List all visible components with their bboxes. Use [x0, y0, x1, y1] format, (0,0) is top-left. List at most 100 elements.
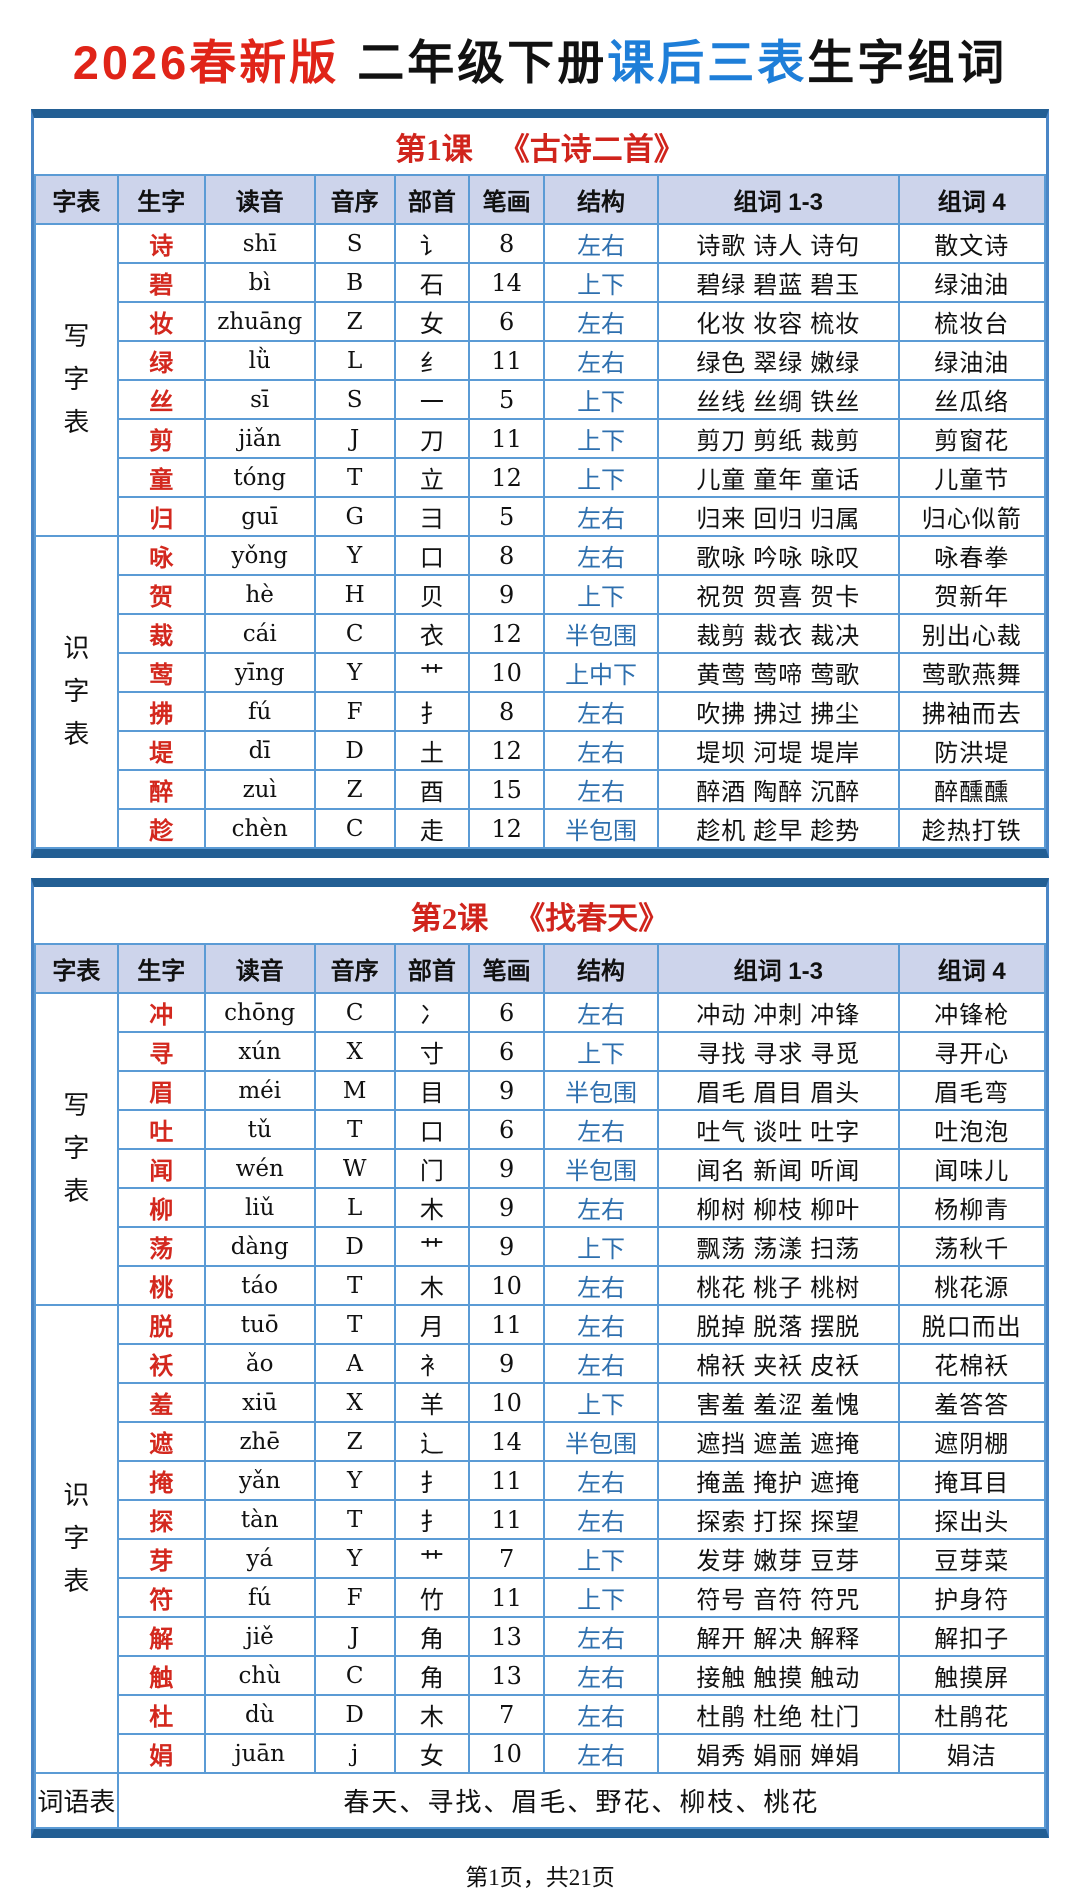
cell-word4: 触摸屏: [897, 1655, 1046, 1696]
column-header: 字表: [34, 174, 119, 225]
cell-word4: 寻开心: [897, 1031, 1046, 1072]
cell-word4: 醉醺醺: [897, 769, 1046, 810]
cell-char: 醉: [116, 769, 206, 810]
word-list-label: 词语表: [34, 1772, 119, 1829]
section-label: 写字表: [34, 992, 119, 1306]
cell-pinyin: fú: [203, 1577, 316, 1618]
cell-strokes: 11: [468, 340, 545, 381]
cell-initial: C: [313, 613, 396, 654]
cell-strokes: 11: [468, 1460, 545, 1501]
cell-radical: 贝: [393, 574, 471, 615]
cell-char: 桃: [116, 1265, 206, 1306]
cell-word4: 绿油油: [897, 340, 1046, 381]
cell-structure: 左右: [542, 535, 660, 576]
header-row: 字表 生字 读音 音序 部首 笔画 结构 组词 1-3 组词 4: [34, 943, 1046, 994]
cell-word4: 花棉袄: [897, 1343, 1046, 1384]
cell-structure: 左右: [542, 1343, 660, 1384]
cell-structure: 半包围: [542, 1070, 660, 1111]
vocab-table: 字表 生字 读音 音序 部首 笔画 结构 组词 1-3 组词 4 写字表诗 shī S 讠 8 左右 诗歌 …: [34, 174, 1046, 849]
cell-structure: 左右: [542, 730, 660, 771]
cell-word4: 趁热打铁: [897, 808, 1046, 849]
cell-strokes: 9: [468, 1148, 545, 1189]
lesson-2-title: 第2课 《找春天》: [34, 887, 1046, 943]
cell-initial: Z: [313, 1421, 396, 1462]
cell-char: 咏: [116, 535, 206, 576]
cell-radical: 寸: [393, 1031, 471, 1072]
cell-words: 丝线 丝绸 铁丝: [657, 379, 900, 420]
table-row: 归 guī G 彐 5 左右 归来 回归 归属 归心似箭: [35, 496, 1046, 537]
cell-radical: 纟: [393, 340, 471, 381]
cell-words: 棉袄 夹袄 皮袄: [657, 1343, 900, 1384]
cell-words: 柳树 柳枝 柳叶: [657, 1187, 900, 1228]
cell-char: 剪: [116, 418, 206, 459]
cell-word4: 丝瓜络: [897, 379, 1046, 420]
cell-strokes: 12: [468, 808, 545, 849]
cell-word4: 脱口而出: [897, 1304, 1046, 1345]
cell-words: 寻找 寻求 寻觅: [657, 1031, 900, 1072]
cell-structure: 上中下: [542, 652, 660, 693]
cell-structure: 左右: [542, 691, 660, 732]
cell-strokes: 9: [468, 1187, 545, 1228]
cell-pinyin: jiě: [203, 1616, 316, 1657]
cell-structure: 左右: [542, 1460, 660, 1501]
cell-pinyin: dàng: [203, 1226, 316, 1267]
cell-structure: 半包围: [542, 613, 660, 654]
cell-initial: S: [313, 223, 396, 264]
cell-strokes: 8: [468, 691, 545, 732]
section-label: 识字表: [34, 535, 119, 849]
cell-strokes: 10: [468, 1382, 545, 1423]
page-number: 第1页，共21页: [465, 1865, 615, 1890]
cell-words: 诗歌 诗人 诗句: [657, 223, 900, 264]
cell-pinyin: chōng: [203, 992, 316, 1033]
cell-radical: 石: [393, 262, 471, 303]
cell-words: 遮挡 遮盖 遮掩: [657, 1421, 900, 1462]
cell-char: 妆: [116, 301, 206, 342]
cell-words: 发芽 嫩芽 豆芽: [657, 1538, 900, 1579]
cell-word4: 遮阴棚: [897, 1421, 1046, 1462]
column-header: 字表: [34, 943, 119, 994]
cell-strokes: 11: [468, 418, 545, 459]
cell-word4: 散文诗: [897, 223, 1046, 264]
cell-char: 寻: [116, 1031, 206, 1072]
table-row: 羞 xiū X 羊 10 上下 害羞 羞涩 羞愧 羞答答: [35, 1382, 1046, 1423]
cell-structure: 上下: [542, 1538, 660, 1579]
table-row: 桃 táo T 木 10 左右 桃花 桃子 桃树 桃花源: [35, 1265, 1046, 1306]
cell-pinyin: bì: [203, 262, 316, 303]
cell-initial: D: [313, 730, 396, 771]
cell-strokes: 15: [468, 769, 545, 810]
cell-char: 羞: [116, 1382, 206, 1423]
cell-words: 杜鹃 杜绝 杜门: [657, 1694, 900, 1735]
cell-radical: 艹: [393, 1226, 471, 1267]
cell-pinyin: hè: [203, 574, 316, 615]
cell-structure: 左右: [542, 1265, 660, 1306]
table-row: 寻 xún X 寸 6 上下 寻找 寻求 寻觅 寻开心: [35, 1031, 1046, 1072]
cell-pinyin: ǎo: [203, 1343, 316, 1384]
column-header: 组词 1-3: [657, 943, 900, 994]
cell-words: 黄莺 莺啼 莺歌: [657, 652, 900, 693]
cell-strokes: 11: [468, 1577, 545, 1618]
cell-radical: 女: [393, 301, 471, 342]
table-row: 娟 juān j 女 10 左右 娟秀 娟丽 婵娟 娟洁: [35, 1733, 1046, 1774]
cell-word4: 豆芽菜: [897, 1538, 1046, 1579]
table-row: 写字表冲 chōng C 冫 6 左右 冲动 冲刺 冲锋 冲锋枪: [34, 992, 1046, 1306]
table-row: 吐 tǔ T 口 6 左右 吐气 谈吐 吐字 吐泡泡: [35, 1109, 1046, 1150]
cell-structure: 左右: [542, 1499, 660, 1540]
cell-words: 吹拂 拂过 拂尘: [657, 691, 900, 732]
cell-pinyin: zuì: [203, 769, 316, 810]
cell-char: 遮: [116, 1421, 206, 1462]
cell-radical: 月: [393, 1304, 471, 1345]
cell-pinyin: yá: [203, 1538, 316, 1579]
cell-words: 剪刀 剪纸 裁剪: [657, 418, 900, 459]
table-row: 绿 lǜ L 纟 11 左右 绿色 翠绿 嫩绿 绿油油: [35, 340, 1046, 381]
cell-initial: X: [313, 1031, 396, 1072]
table-row: 识字表脱 tuō T 月 11 左右 脱掉 脱落 摆脱 脱口而出: [34, 1304, 1046, 1774]
table-row: 童 tóng T 立 12 上下 儿童 童年 童话 儿童节: [35, 457, 1046, 498]
lesson-title: 《找春天》: [514, 901, 670, 936]
cell-char: 贺: [116, 574, 206, 615]
cell-initial: T: [313, 1265, 396, 1306]
lesson-label: 第1课: [395, 132, 473, 167]
cell-structure: 半包围: [542, 1421, 660, 1462]
page-title-part: 二年级下册: [357, 36, 608, 89]
cell-initial: C: [313, 808, 396, 849]
cell-words: 脱掉 脱落 摆脱: [657, 1304, 900, 1345]
